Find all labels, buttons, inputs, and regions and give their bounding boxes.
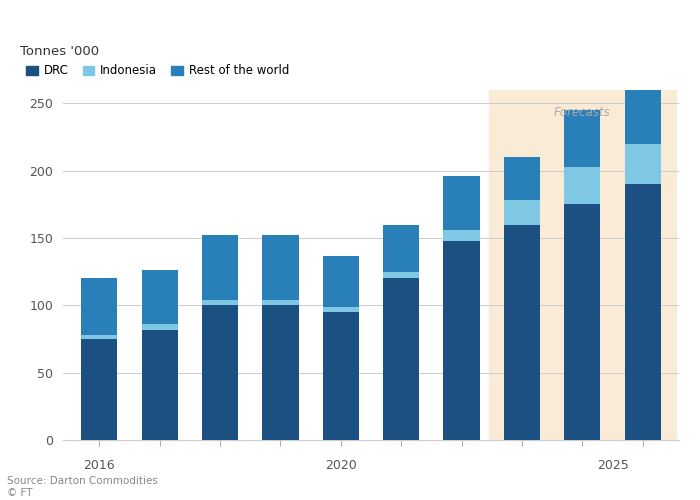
- Bar: [202, 236, 238, 300]
- Text: Forecasts: Forecasts: [554, 106, 610, 119]
- Bar: [383, 272, 419, 278]
- Legend: DRC, Indonesia, Rest of the world: DRC, Indonesia, Rest of the world: [26, 64, 290, 78]
- Bar: [564, 110, 601, 166]
- Text: Tonnes '000: Tonnes '000: [20, 44, 99, 58]
- Bar: [504, 200, 540, 224]
- Text: Source: Darton Commodities
© FT: Source: Darton Commodities © FT: [7, 476, 158, 498]
- Bar: [383, 224, 419, 272]
- Bar: [323, 256, 359, 306]
- Bar: [444, 176, 480, 230]
- Bar: [444, 241, 480, 440]
- Bar: [624, 184, 661, 440]
- Text: 2020: 2020: [325, 459, 357, 472]
- Bar: [504, 224, 540, 440]
- Bar: [202, 306, 238, 440]
- Bar: [81, 335, 118, 339]
- Bar: [262, 300, 298, 306]
- Text: 2016: 2016: [83, 459, 115, 472]
- Bar: [323, 306, 359, 312]
- Bar: [262, 236, 298, 300]
- Bar: [564, 204, 601, 440]
- Bar: [504, 158, 540, 200]
- Bar: [81, 339, 118, 440]
- Bar: [202, 300, 238, 306]
- Text: 2025: 2025: [596, 459, 629, 472]
- Bar: [323, 312, 359, 440]
- Bar: [141, 270, 178, 324]
- Bar: [141, 324, 178, 330]
- Bar: [383, 278, 419, 440]
- Bar: [444, 230, 480, 241]
- Bar: [262, 306, 298, 440]
- Bar: [624, 144, 661, 184]
- Bar: [141, 330, 178, 440]
- Bar: [489, 90, 676, 440]
- Bar: [564, 166, 601, 204]
- Bar: [81, 278, 118, 335]
- Bar: [624, 90, 661, 144]
